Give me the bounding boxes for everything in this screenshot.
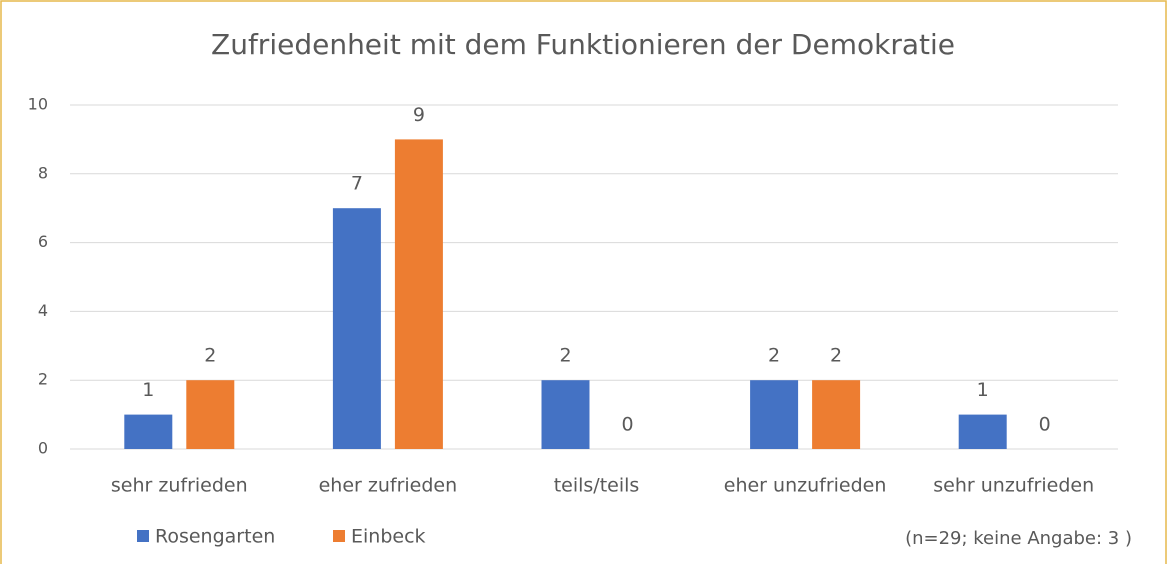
bar [958, 414, 1007, 449]
data-label: 1 [142, 379, 154, 401]
bar [541, 380, 590, 449]
bar [186, 380, 235, 449]
y-tick-label: 0 [38, 439, 48, 458]
data-label: 2 [830, 345, 842, 367]
y-tick-label: 2 [38, 370, 48, 389]
y-tick-label: 10 [28, 95, 48, 114]
bar [332, 208, 381, 449]
y-tick-label: 6 [38, 232, 48, 251]
y-tick-label: 8 [38, 163, 48, 182]
data-label: 2 [204, 345, 216, 367]
annotation: (n=29; keine Angabe: 3 ) [905, 528, 1132, 549]
x-tick-label: sehr zufrieden [111, 475, 248, 497]
data-label: 2 [559, 345, 571, 367]
data-label: 0 [1039, 414, 1051, 436]
x-tick-label: teils/teils [554, 475, 640, 497]
chart-title: Zufriedenheit mit dem Funktionieren der … [211, 28, 955, 61]
x-tick-label: sehr unzufrieden [933, 475, 1094, 497]
y-tick-label: 4 [38, 301, 48, 320]
data-label: 2 [768, 345, 780, 367]
legend-label: Rosengarten [155, 526, 275, 548]
x-tick-label: eher unzufrieden [724, 475, 887, 497]
legend-label: Einbeck [351, 526, 426, 548]
data-label: 1 [977, 379, 989, 401]
data-label: 7 [351, 173, 363, 195]
x-tick-label: eher zufrieden [319, 475, 458, 497]
bar [124, 414, 173, 449]
legend-swatch [137, 530, 149, 542]
legend-swatch [333, 530, 345, 542]
bar [750, 380, 799, 449]
data-label: 9 [413, 104, 425, 126]
data-label: 0 [621, 414, 633, 436]
bar [812, 380, 861, 449]
bar [394, 139, 443, 449]
